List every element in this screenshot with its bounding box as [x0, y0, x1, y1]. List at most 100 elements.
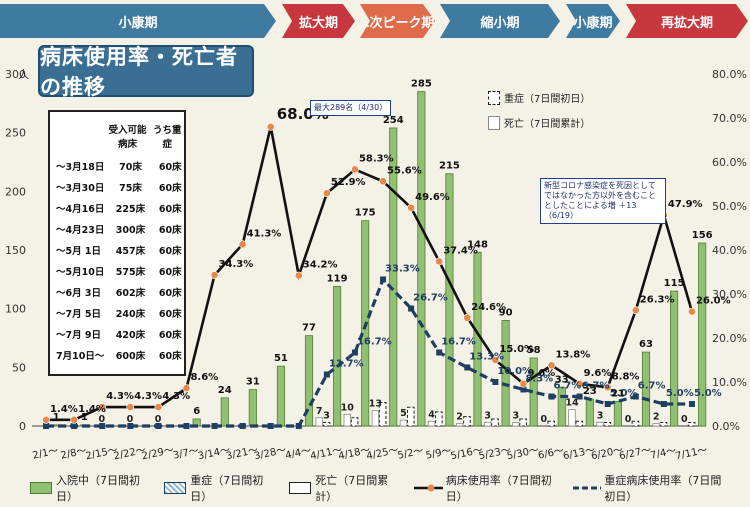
bed-table-row: ～7月 5日 240床 60床	[50, 303, 184, 324]
bed-rate-point	[688, 307, 696, 316]
death-bar	[568, 409, 576, 427]
y-left-tick: 300	[5, 68, 26, 81]
severe-rate-label: 6.7%	[554, 381, 582, 392]
hospitalized-label: 285	[411, 79, 432, 90]
legend-severe: 重症（7日間初日）	[164, 472, 269, 504]
x-tick-label: 5/2～	[397, 445, 425, 461]
hospitalized-bar	[304, 335, 314, 427]
severe-bar	[547, 420, 555, 427]
hospitalized-bar	[220, 397, 229, 427]
hospitalized-label: 1	[53, 412, 60, 423]
hospitalized-bar	[417, 91, 426, 427]
y-left-unit: 人	[18, 68, 29, 81]
bed-table-cell: 70床	[119, 162, 142, 173]
right-legend-severe: 重症（7日間初日）	[488, 90, 590, 105]
bed-table-cell: 225床	[115, 204, 146, 215]
bed-table-cell: 60床	[158, 246, 182, 257]
bed-rate-label: 26.3%	[640, 294, 675, 305]
bed-rate-point	[519, 379, 528, 388]
death-swatch	[488, 115, 500, 130]
right-legend-death: 死亡（7日間累計）	[488, 115, 590, 130]
bed-rate-label: 1.4%	[50, 404, 78, 415]
death-label: 0	[541, 414, 548, 425]
bed-rate-label: 1.4%	[78, 404, 106, 415]
hospitalized-bar	[248, 389, 257, 427]
phase-3: 縮小期	[440, 4, 560, 38]
chart-title: 病床使用率・死亡者の推移	[38, 45, 254, 99]
death-label: 5	[400, 408, 407, 419]
severe-bar	[659, 421, 668, 427]
bed-rate-label: 49.6%	[415, 192, 450, 203]
hospitalized-label: 175	[355, 208, 376, 219]
bed-rate-label: 41.3%	[247, 228, 282, 239]
severe-label: 0	[99, 414, 106, 425]
severe-bar	[435, 411, 443, 427]
hospitalized-bar	[613, 400, 622, 427]
bed-rate-label: 47.9%	[668, 199, 703, 210]
hospitalized-label: 63	[639, 339, 653, 350]
death-label: 3	[597, 410, 604, 421]
death-label: 0	[681, 414, 688, 425]
severe-rate-label: 16.7%	[357, 337, 392, 348]
death-bar	[484, 422, 492, 427]
death-bar	[371, 410, 380, 427]
hospitalized-bar	[557, 386, 566, 427]
phase-5: 再拡大期	[626, 4, 748, 38]
legend-death-swatch	[289, 482, 312, 494]
severe-rate-label: 6.7%	[582, 381, 610, 392]
severe-bar	[406, 406, 415, 427]
bed-rate-point	[210, 271, 219, 279]
y-right-tick: 70.0%	[712, 112, 747, 125]
bed-table-cell: 420床	[115, 330, 146, 341]
x-tick-label: 2/8～	[60, 445, 88, 461]
phase-0: 小康期	[0, 4, 276, 38]
legend-death-label: 死亡（7日間累計）	[315, 474, 389, 503]
hospitalized-label: 77	[302, 323, 316, 334]
hospitalized-label: 24	[218, 385, 232, 396]
x-tick-label: 2/29～	[141, 445, 175, 463]
bed-rate-point	[98, 403, 107, 411]
bed-rate-label: 9.6%	[527, 368, 555, 379]
severe-label: 3	[323, 410, 330, 421]
severe-bar	[575, 420, 584, 427]
y-left-tick: 250	[5, 127, 26, 140]
severe-rate-point	[408, 305, 415, 312]
bed-rate-point	[182, 384, 191, 393]
severe-rate-point	[464, 364, 471, 371]
hospitalized-bar	[698, 242, 707, 427]
bed-table-cell: 60床	[158, 330, 182, 341]
bed-table-row: ～7月 9日 420床 60床	[50, 324, 184, 345]
hospitalized-label: 51	[274, 353, 288, 364]
x-tick-label: 4/25～	[365, 445, 399, 463]
bed-rate-label: 4.3%	[134, 391, 162, 402]
bed-table-cell: 60床	[158, 162, 182, 173]
y-left-tick: 100	[5, 303, 26, 316]
bed-table-cell: 300床	[115, 225, 146, 236]
bed-rate-point	[294, 271, 303, 280]
legend-bed-rate: 病床使用率（7日間初日）	[414, 472, 553, 504]
severe-rate-point	[71, 423, 78, 429]
x-tick-label: 2/1～	[32, 445, 60, 461]
death-label: 3	[512, 410, 519, 421]
bed-rate-point	[407, 203, 416, 212]
bed-rate-label: 4.3%	[106, 391, 134, 402]
severe-rate-point	[548, 393, 555, 400]
death-bar	[512, 422, 520, 427]
bed-rate-point	[126, 403, 135, 411]
severe-rate-point	[660, 401, 667, 407]
hospitalized-label: 31	[246, 377, 260, 388]
bed-table-cell: ～3月30日	[56, 183, 105, 194]
y-left-tick: 150	[5, 244, 26, 257]
legend-death: 死亡（7日間累計）	[289, 472, 394, 504]
severe-rate-point	[99, 423, 106, 429]
right-legend: 重症（7日間初日） 死亡（7日間累計）	[488, 90, 590, 140]
hospitalized-label: 119	[327, 273, 348, 284]
bed-rate-label: 34.3%	[219, 259, 254, 270]
y-right-tick: 20.0%	[712, 332, 747, 345]
bed-table-cell: 60床	[158, 183, 182, 194]
severe-rate-label: 5.0%	[610, 388, 638, 399]
bed-rate-label: 13.8%	[556, 349, 591, 360]
y-right-tick: 10.0%	[712, 376, 747, 389]
death-bar	[343, 413, 351, 427]
bed-table-row: 7月10日～ 600床 60床	[50, 345, 184, 366]
